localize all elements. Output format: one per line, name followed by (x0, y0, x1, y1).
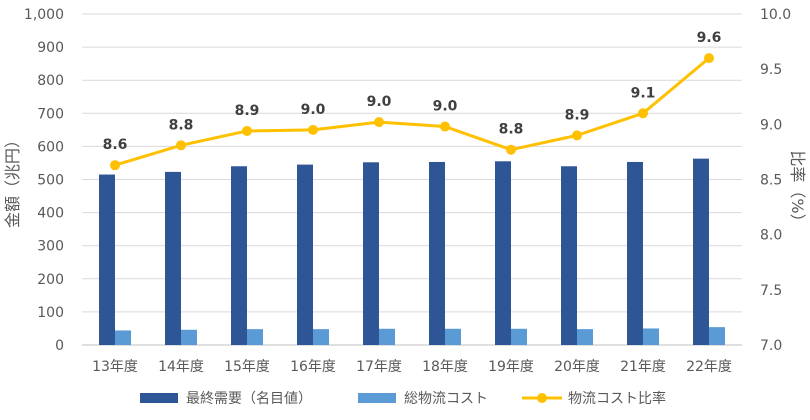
bar-final-demand (429, 161, 445, 345)
y-tick-label: 0 (55, 338, 64, 354)
legend-label: 最終需要（名目値） (186, 391, 312, 407)
ratio-point (506, 144, 516, 155)
legend: 最終需要（名目値） 総物流コスト 物流コスト比率 (140, 390, 666, 407)
ratio-data-label: 8.8 (499, 122, 524, 138)
ratio-point (638, 108, 648, 119)
x-tick-label: 18年度 (422, 359, 468, 375)
left-axis-title: 金額（兆円） (3, 132, 22, 228)
legend-swatch (358, 393, 396, 403)
y2-tick-label: 7.5 (760, 283, 782, 299)
y2-tick-label: 8.0 (760, 228, 782, 244)
bar-final-demand (561, 166, 577, 345)
ratio-data-label: 8.6 (103, 137, 128, 153)
ratio-point (440, 121, 450, 132)
ratio-point (308, 124, 318, 135)
left-axis-ticks: 0 100 200 300 400 500 600 700 800 900 1,000 (24, 7, 64, 354)
line-series: 8.6 8.8 8.9 9.0 9.0 9.0 8.8 8.9 9.1 9.6 (103, 30, 722, 171)
ratio-data-label: 9.1 (631, 85, 656, 101)
x-tick-label: 17年度 (356, 359, 402, 375)
gridlines (82, 13, 742, 346)
bar-logistics-cost (247, 329, 263, 345)
bar-logistics-cost (445, 328, 461, 345)
legend-swatch (140, 393, 178, 403)
y-tick-label: 600 (37, 139, 64, 155)
y-tick-label: 1,000 (24, 7, 64, 23)
x-tick-label: 21年度 (620, 359, 666, 375)
x-tick-label: 15年度 (224, 359, 270, 375)
bar-logistics-cost (511, 328, 527, 345)
bar-final-demand (627, 161, 643, 345)
ratio-data-label: 9.6 (697, 30, 722, 46)
bar-final-demand (495, 161, 511, 345)
x-tick-label: 19年度 (488, 359, 534, 375)
y-tick-label: 900 (37, 40, 64, 56)
bar-final-demand (297, 164, 313, 345)
y-tick-label: 200 (37, 272, 64, 288)
bar-logistics-cost (181, 329, 197, 345)
ratio-point (374, 117, 384, 128)
ratio-data-label: 9.0 (433, 99, 458, 115)
y2-tick-label: 7.0 (760, 338, 782, 354)
legend-swatch-marker (537, 393, 547, 403)
legend-label: 物流コスト比率 (568, 390, 666, 407)
ratio-point (242, 125, 252, 136)
y-tick-label: 100 (37, 305, 64, 321)
bar-series (99, 158, 725, 345)
right-axis-ticks: 7.0 7.5 8.0 8.5 9.0 9.5 10.0 (760, 7, 791, 354)
bar-logistics-cost (577, 329, 593, 345)
y2-tick-label: 8.5 (760, 173, 782, 189)
ratio-point (572, 130, 582, 141)
legend-label: 総物流コスト (404, 391, 488, 407)
y2-tick-label: 9.5 (760, 62, 782, 78)
y-tick-label: 700 (37, 106, 64, 122)
x-tick-label: 20年度 (554, 359, 600, 375)
x-tick-label: 14年度 (158, 359, 204, 375)
bar-logistics-cost (709, 327, 725, 345)
y-tick-label: 800 (37, 73, 64, 89)
y-tick-label: 300 (37, 239, 64, 255)
bar-logistics-cost (379, 328, 395, 345)
ratio-data-label: 8.8 (169, 117, 194, 133)
y2-tick-label: 9.0 (760, 117, 782, 133)
ratio-point (704, 53, 714, 64)
bar-final-demand (363, 162, 379, 345)
ratio-data-label: 9.0 (301, 102, 326, 118)
bar-final-demand (165, 171, 181, 345)
ratio-point (110, 160, 120, 171)
x-tick-label: 16年度 (290, 359, 336, 375)
x-tick-label: 13年度 (92, 359, 138, 375)
category-axis-ticks: 13年度 14年度 15年度 16年度 17年度 18年度 19年度 20年度 21年度 22年度 (92, 359, 732, 375)
y2-tick-label: 10.0 (760, 7, 791, 23)
right-axis-title: 比率（%） (788, 150, 807, 229)
bar-logistics-cost (643, 328, 659, 345)
y-tick-label: 400 (37, 206, 64, 222)
bar-final-demand (693, 158, 709, 345)
y-tick-label: 500 (37, 173, 64, 189)
bar-logistics-cost (115, 330, 131, 345)
bar-logistics-cost (313, 329, 329, 345)
ratio-point (176, 140, 186, 151)
ratio-data-label: 9.0 (367, 94, 392, 110)
ratio-data-label: 8.9 (565, 107, 590, 123)
bar-final-demand (231, 166, 247, 345)
bar-final-demand (99, 174, 115, 345)
x-tick-label: 22年度 (686, 359, 732, 375)
ratio-data-label: 8.9 (235, 103, 260, 119)
ratio-line (114, 56, 710, 167)
